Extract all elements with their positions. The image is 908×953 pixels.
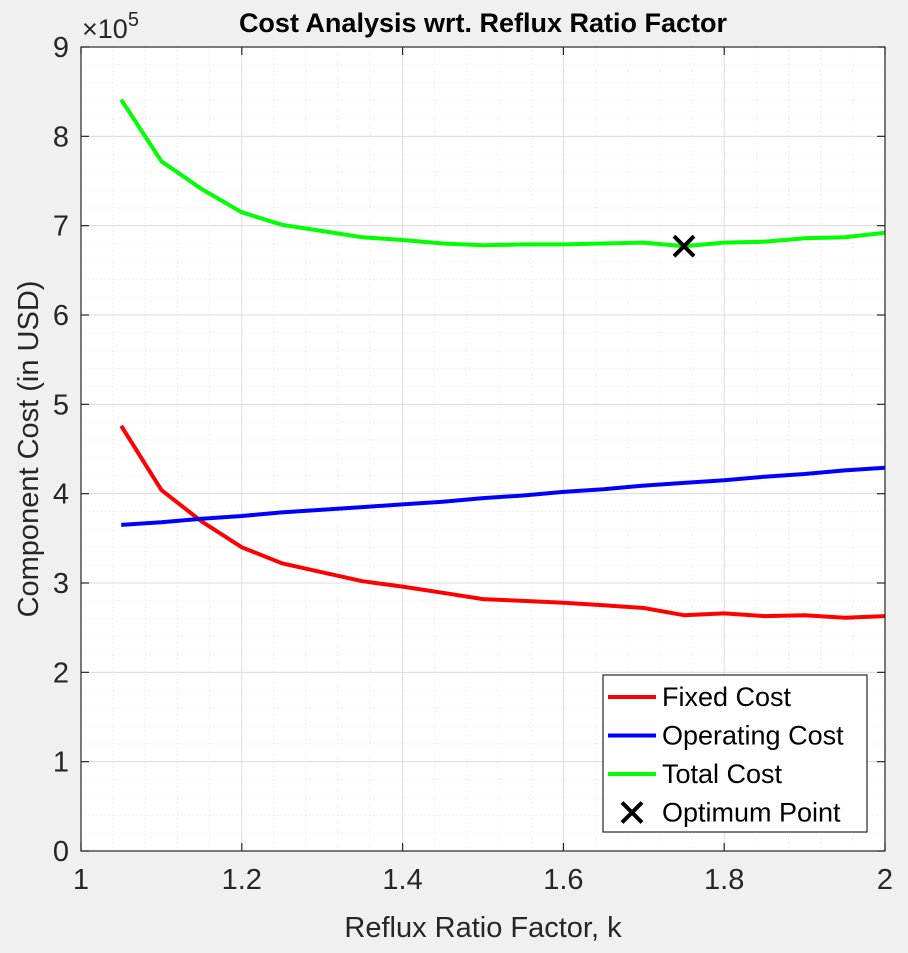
y-tick-label: 5 xyxy=(53,389,69,421)
legend-marker-stroke xyxy=(620,801,644,824)
y-tick-label: 7 xyxy=(53,211,69,243)
marker-optimum-point xyxy=(672,234,696,258)
legend-box xyxy=(602,674,868,833)
legend-swatch-optimum-point xyxy=(620,801,644,824)
legend-label-fixed-cost: Fixed Cost xyxy=(662,682,792,712)
x-tick-label: 1.4 xyxy=(382,864,422,896)
y-tick-label: 4 xyxy=(53,479,69,511)
y-exponent-base: ×10 xyxy=(82,14,128,44)
marker-stroke xyxy=(672,234,696,258)
series-line-operating-cost xyxy=(121,465,886,527)
x-tick-label: 1 xyxy=(73,864,89,896)
chart-title: Cost Analysis wrt. Reflux Ratio Factor xyxy=(239,8,728,38)
legend-label-total-cost: Total Cost xyxy=(662,759,783,789)
y-tick-label: 0 xyxy=(53,836,69,868)
y-tick-label: 9 xyxy=(53,32,69,64)
plot-frame xyxy=(80,46,886,852)
legend: Fixed Cost Operating Cost Total Cost Optimu… xyxy=(602,674,868,833)
y-tick-label: 1 xyxy=(53,747,69,779)
x-tick-label: 1.8 xyxy=(704,864,744,896)
series-line-fixed-cost xyxy=(119,424,886,620)
x-axis-ticks: 1 1.2 1.4 1.6 1.8 2 xyxy=(73,47,893,896)
y-axis-label: Component Cost (in USD) xyxy=(13,281,45,618)
y-exponent-power: 5 xyxy=(128,9,139,31)
y-tick-label: 3 xyxy=(53,568,69,600)
x-tick-label: 1.2 xyxy=(222,864,262,896)
x-tick-label: 1.6 xyxy=(543,864,583,896)
x-tick-label: 2 xyxy=(877,864,893,896)
y-tick-label: 8 xyxy=(53,121,69,153)
legend-label-operating-cost: Operating Cost xyxy=(662,721,844,751)
y-tick-label: 2 xyxy=(53,657,69,689)
y-exponent-label: ×105 xyxy=(82,9,139,44)
y-axis-ticks: 0 1 2 3 4 5 6 7 8 9 xyxy=(53,32,885,868)
y-tick-label: 6 xyxy=(53,300,69,332)
x-axis-label: Reflux Ratio Factor, k xyxy=(344,912,622,944)
legend-label-optimum-point: Optimum Point xyxy=(662,798,841,828)
series-layer xyxy=(119,98,886,620)
marker-layer xyxy=(672,234,696,258)
series-line-total-cost xyxy=(119,98,886,249)
